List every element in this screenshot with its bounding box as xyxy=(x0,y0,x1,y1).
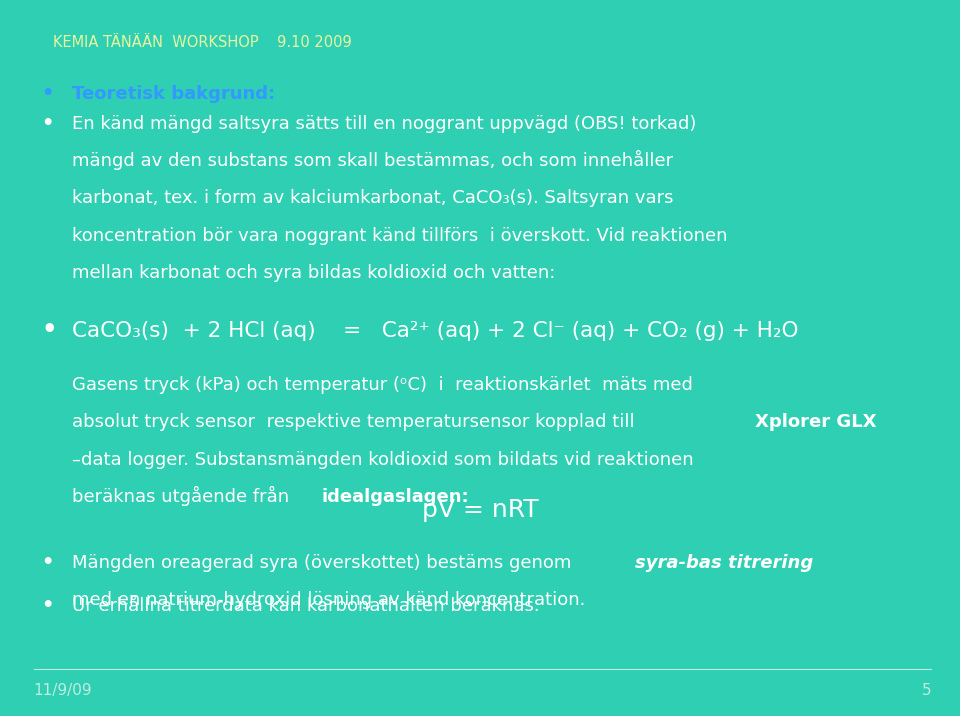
Text: Gasens tryck (kPa) och temperatur (ᵒC)  i  reaktionskärlet  mäts med: Gasens tryck (kPa) och temperatur (ᵒC) i… xyxy=(72,376,693,395)
Text: Xplorer GLX: Xplorer GLX xyxy=(755,413,876,432)
Text: CaCO₃(s)  + 2 HCl (aq)    =   Ca²⁺ (aq) + 2 Cl⁻ (aq) + CO₂ (g) + H₂O: CaCO₃(s) + 2 HCl (aq) = Ca²⁺ (aq) + 2 Cl… xyxy=(72,321,799,341)
Text: •: • xyxy=(41,317,57,342)
Text: mängd av den substans som skall bestämmas, och som innehåller: mängd av den substans som skall bestämma… xyxy=(72,150,673,170)
Text: med en natrium-hydroxid lösning av känd koncentration.: med en natrium-hydroxid lösning av känd … xyxy=(72,591,586,609)
Text: absolut tryck sensor  respektive temperatursensor kopplad till: absolut tryck sensor respektive temperat… xyxy=(72,413,640,432)
Text: Ur erhållna titrerdata kan karbonathalten beräknas.: Ur erhållna titrerdata kan karbonathalte… xyxy=(72,596,540,615)
Text: mellan karbonat och syra bildas koldioxid och vatten:: mellan karbonat och syra bildas koldioxi… xyxy=(72,263,556,282)
Text: pV = nRT: pV = nRT xyxy=(421,498,539,522)
Text: idealgaslagen:: idealgaslagen: xyxy=(322,488,468,506)
Text: Mängden oreagerad syra (överskottet) bestäms genom: Mängden oreagerad syra (överskottet) bes… xyxy=(72,553,583,572)
Text: 11/9/09: 11/9/09 xyxy=(34,682,92,697)
Text: En känd mängd saltsyra sätts till en noggrant uppvägd (OBS! torkad): En känd mängd saltsyra sätts till en nog… xyxy=(72,115,696,133)
Text: •: • xyxy=(41,553,54,572)
Text: Teoretisk bakgrund:: Teoretisk bakgrund: xyxy=(72,84,276,103)
Text: •: • xyxy=(41,84,54,103)
Text: •: • xyxy=(41,596,54,615)
Text: beräknas utgående från: beräknas utgående från xyxy=(72,486,295,506)
Text: •: • xyxy=(41,114,54,133)
Text: syra-bas titrering: syra-bas titrering xyxy=(636,553,813,572)
Text: KEMIA TÄNÄÄN  WORKSHOP    9.10 2009: KEMIA TÄNÄÄN WORKSHOP 9.10 2009 xyxy=(53,35,351,50)
Text: –data logger. Substansmängden koldioxid som bildats vid reaktionen: –data logger. Substansmängden koldioxid … xyxy=(72,450,694,469)
Text: koncentration bör vara noggrant känd tillförs  i överskott. Vid reaktionen: koncentration bör vara noggrant känd til… xyxy=(72,226,728,245)
Text: karbonat, tex. i form av kalciumkarbonat, CaCO₃(s). Saltsyran vars: karbonat, tex. i form av kalciumkarbonat… xyxy=(72,189,674,208)
Text: 5: 5 xyxy=(922,682,931,697)
